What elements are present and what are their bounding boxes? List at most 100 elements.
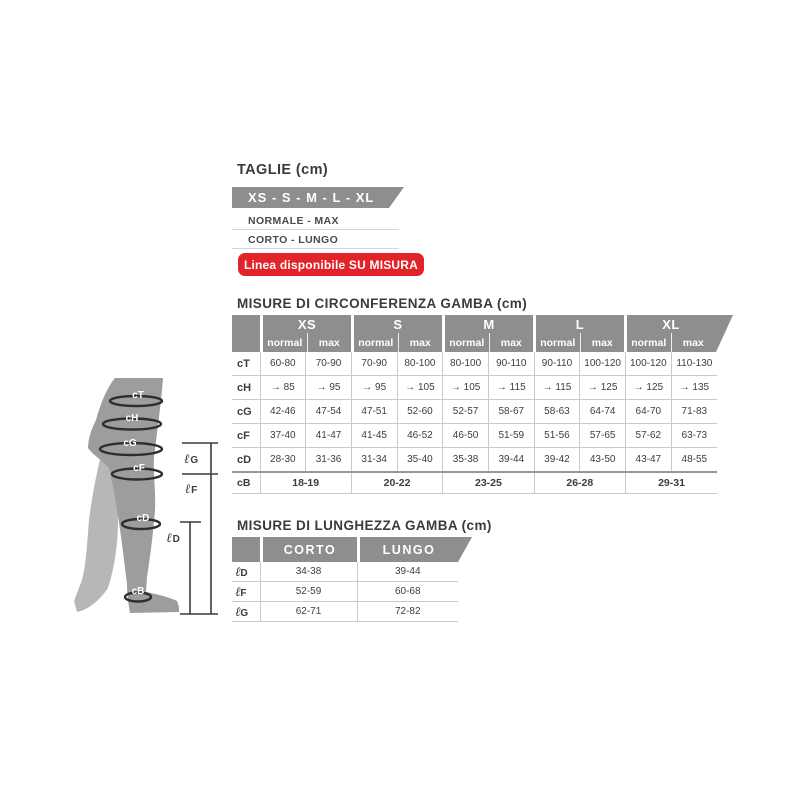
cell: 52-57 (442, 399, 489, 424)
cell: 80-100 (396, 352, 443, 376)
table-row-cT: cT 60-80 70-90 70-90 80-100 80-100 90-11… (232, 352, 717, 376)
table-row-cG: cG 42-46 47-54 47-51 52-60 52-57 58-67 5… (232, 399, 717, 424)
cell: 72-82 (356, 601, 458, 622)
cell: 58-67 (487, 399, 535, 424)
band-label-cF: cF (133, 463, 145, 474)
cell: 60-68 (356, 581, 458, 602)
band-cF (110, 467, 164, 481)
subheader-max: max (488, 333, 534, 352)
cell: → 125 (579, 375, 626, 400)
circumference-table-header: XS normal max S normal max M normal max … (232, 315, 733, 352)
row-label: cD (232, 447, 260, 473)
cap-letter: D (240, 567, 248, 579)
cell: 39-42 (533, 447, 580, 473)
cell: 48-55 (670, 447, 717, 473)
cell: → 125 (625, 375, 672, 400)
band-label-cT: cT (132, 390, 144, 401)
subheader-max: max (579, 333, 625, 352)
band-cG (98, 441, 164, 457)
cell: 100-120 (625, 352, 672, 376)
subheader-normal: normal (540, 336, 576, 349)
cell: 110-130 (670, 352, 717, 376)
cell: 80-100 (442, 352, 489, 376)
cell: → 85 (259, 375, 306, 400)
cell: 47-54 (305, 399, 352, 424)
cell: → 135 (670, 375, 717, 400)
length-label-lF: ℓF (185, 482, 198, 497)
band-label-cB: cB (132, 586, 145, 597)
subheader-normal: normal (267, 336, 303, 349)
taglie-title: TAGLIE (cm) (237, 162, 329, 178)
band-cB (123, 591, 153, 603)
cell: 64-70 (625, 399, 672, 424)
subheader-max: max (397, 333, 443, 352)
cell: 31-34 (350, 447, 398, 473)
cell: 71-83 (670, 399, 717, 424)
band-cD (120, 517, 162, 531)
table-row-lF: ℓF 52-59 60-68 (232, 581, 458, 602)
row-label: cH (232, 375, 260, 400)
cell: → 95 (305, 375, 352, 400)
subheader-normal: normal (449, 336, 485, 349)
cell: 58-63 (533, 399, 580, 424)
cell: 46-52 (396, 423, 443, 448)
cell: 63-73 (670, 423, 717, 448)
row-label: cB (232, 471, 260, 494)
cell: 70-90 (350, 352, 398, 376)
cell: 52-60 (396, 399, 443, 424)
cell: → 115 (487, 375, 535, 400)
cell: 43-50 (579, 447, 626, 473)
size-label: L (575, 316, 585, 332)
header-group-m: M normal max (445, 315, 533, 352)
band-label-cH: cH (126, 413, 139, 424)
length-measure-lines (180, 442, 218, 615)
cell: → 105 (396, 375, 443, 400)
length-label-lD: ℓD (166, 531, 180, 546)
cell: 51-59 (487, 423, 535, 448)
header-group-l: L normal max (536, 315, 624, 352)
cell: 57-62 (625, 423, 672, 448)
row-label: cF (232, 423, 260, 448)
cell: 52-59 (259, 581, 357, 602)
cell: 64-74 (579, 399, 626, 424)
cell: 39-44 (356, 562, 458, 582)
cell: 39-44 (487, 447, 535, 473)
header-spacer (232, 537, 260, 562)
table-row-cF: cF 37-40 41-47 41-45 46-52 46-50 51-59 5… (232, 423, 717, 448)
circumference-table: cT 60-80 70-90 70-90 80-100 80-100 90-11… (232, 352, 717, 494)
row-label: cT (232, 352, 260, 376)
cell: 31-36 (305, 447, 352, 473)
row-label: ℓD (232, 562, 260, 582)
cell: 29-31 (625, 471, 717, 494)
table-row-cH: cH → 85 → 95 → 95 → 105 → 105 → 115 → 11… (232, 375, 717, 400)
cell: 35-40 (396, 447, 443, 473)
size-label: XL (662, 316, 680, 332)
length-table: ℓD 34-38 39-44 ℓF 52-59 60-68 ℓG 62-71 7… (232, 562, 458, 622)
row-label: ℓF (232, 581, 260, 602)
cell: 35-38 (442, 447, 489, 473)
cell: 90-110 (533, 352, 580, 376)
band-label-cD: cD (137, 513, 150, 524)
header-group-s: S normal max (354, 315, 442, 352)
cap-letter: G (240, 607, 249, 619)
band-labels: cT cH cG cF cD cB (123, 390, 149, 597)
cell: 23-25 (442, 471, 535, 494)
cell: 42-46 (259, 399, 306, 424)
subheader-max: max (671, 333, 716, 352)
cell: 43-47 (625, 447, 672, 473)
front-leg-silhouette (88, 378, 179, 613)
cell: 51-56 (533, 423, 580, 448)
script-l: ℓ (235, 564, 241, 580)
circumference-table-title: MISURE DI CIRCONFERENZA GAMBA (cm) (237, 296, 528, 311)
script-l: ℓ (235, 584, 241, 600)
length-table-header: CORTO LUNGO (232, 537, 472, 562)
subheader-normal: normal (631, 336, 667, 349)
cap-letter: F (240, 587, 247, 599)
header-group-xs: XS normal max (263, 315, 351, 352)
cell: 26-28 (533, 471, 626, 494)
row-label: ℓG (232, 601, 260, 622)
header-lungo: LUNGO (360, 537, 472, 562)
sizes-banner: XS - S - M - L - XL (232, 187, 404, 208)
length-table-title: MISURE DI LUNGHEZZA GAMBA (cm) (237, 518, 492, 533)
